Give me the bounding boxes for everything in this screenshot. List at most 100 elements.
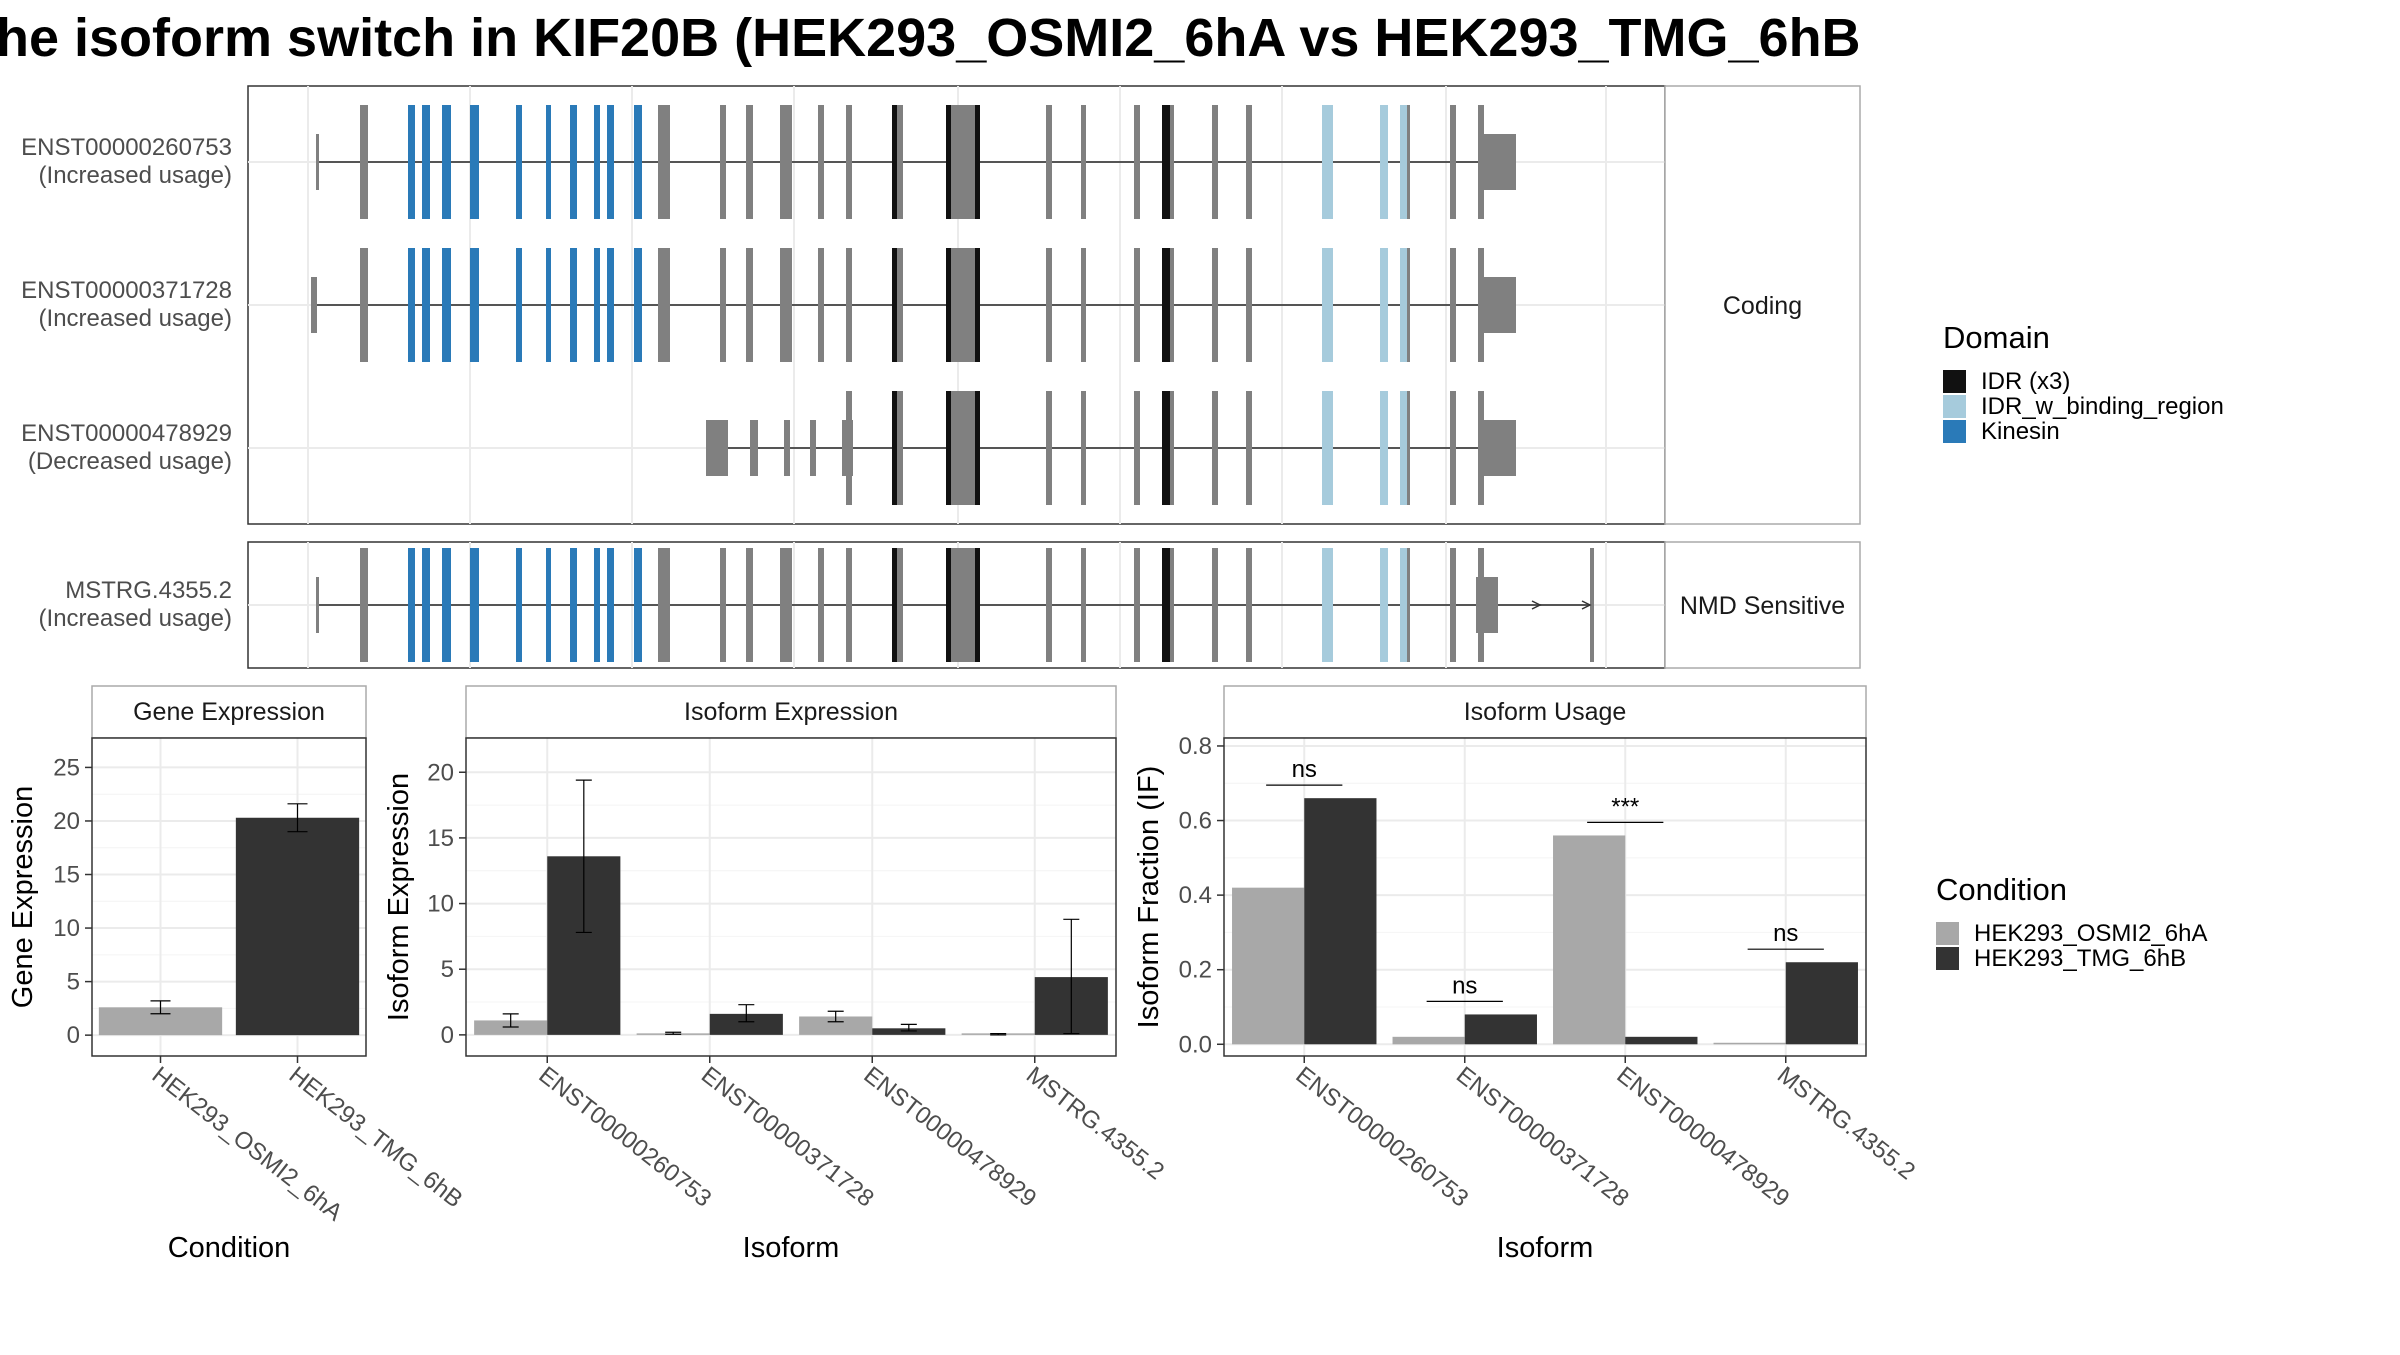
transcript-row: ENST00000371728(Increased usage) (21, 248, 1516, 362)
transcript-id: ENST00000260753 (21, 134, 232, 161)
error-bar (827, 1010, 844, 1023)
exon (1046, 391, 1052, 505)
significance-label: *** (1611, 793, 1639, 820)
domain-kinesin (594, 105, 600, 219)
domain-idr (1162, 105, 1170, 219)
exon (1407, 391, 1410, 505)
chart-title: Gene Expression (133, 698, 325, 726)
domain-legend: Domain IDR (x3)IDR_w_binding_regionKinesi… (1943, 320, 2224, 445)
exon (1450, 248, 1456, 362)
legend-label: HEK293_OSMI2_6hA (1974, 920, 2207, 947)
exon (897, 248, 903, 362)
domain-kinesin (546, 548, 551, 662)
legends: Domain IDR (x3)IDR_w_binding_regionKinesi… (1936, 320, 2224, 972)
y-axis-title: Isoform Expression (383, 773, 415, 1021)
exon (1484, 420, 1516, 476)
transcript-row: ENST00000478929(Decreased usage) (21, 391, 1516, 505)
domain-idr (1162, 248, 1170, 362)
chart-title: Isoform Expression (684, 698, 898, 726)
facet-strip (1664, 85, 1861, 525)
domain-idr_binding (1322, 548, 1333, 662)
y-tick-label: 10 (53, 915, 80, 942)
exon (1170, 548, 1174, 662)
exon (1170, 105, 1174, 219)
domain-idr_binding (1380, 548, 1388, 662)
transcript-usage: (Increased usage) (39, 305, 232, 332)
domain-kinesin (422, 105, 430, 219)
facet-strip-label: NMD Sensitive (1680, 592, 1845, 620)
plot-frame (465, 737, 1117, 1057)
domain-kinesin (422, 248, 430, 362)
bar-chart: Isoform Expression 0 5 10 15 20 ENST0000026075… (383, 685, 1169, 1264)
domain-kinesin (408, 105, 415, 219)
domain-kinesin (442, 105, 451, 219)
significance-annotation: ns (1426, 972, 1503, 1002)
exon (780, 548, 792, 662)
transcript-id: ENST00000371728 (21, 277, 232, 304)
exon (1407, 105, 1410, 219)
domain-idr (975, 391, 980, 505)
domain-idr (946, 391, 951, 505)
domain-kinesin (470, 548, 479, 662)
error-bar (287, 803, 308, 833)
exon (1170, 391, 1174, 505)
domain-idr_binding (1322, 248, 1333, 362)
y-tick-label: 0.2 (1179, 957, 1212, 984)
exon (780, 248, 792, 362)
y-tick-label: 20 (53, 808, 80, 835)
plot-frame (1223, 737, 1867, 1057)
bar (1464, 1014, 1537, 1045)
x-axis-title: Isoform (743, 1232, 840, 1264)
legend-key (1943, 370, 1966, 393)
domain-kinesin (634, 548, 642, 662)
exon (1134, 105, 1140, 219)
exon (1407, 248, 1410, 362)
error-bar (502, 1013, 519, 1028)
exon (1046, 105, 1052, 219)
x-tick-label: ENST00000371728 (696, 1061, 879, 1212)
bar (872, 1028, 946, 1035)
exon (1450, 391, 1456, 505)
y-tick-label: 0 (67, 1022, 80, 1049)
legend-label: IDR_w_binding_region (1981, 393, 2224, 420)
exon (1081, 548, 1086, 662)
exon (1484, 277, 1516, 333)
domain-kinesin (607, 548, 614, 662)
domain-idr (1162, 548, 1170, 662)
exon (846, 391, 852, 505)
transcript-usage: (Decreased usage) (28, 448, 232, 475)
domain-kinesin (470, 248, 479, 362)
plot-frame (91, 737, 367, 1057)
y-tick-label: 0 (441, 1022, 454, 1049)
exon (846, 548, 852, 662)
domain-kinesin (634, 248, 642, 362)
domain-idr (892, 248, 898, 362)
exon (746, 548, 753, 662)
domain-idr (892, 105, 898, 219)
facet-strip-label: Coding (1723, 292, 1802, 320)
exon (1478, 105, 1484, 219)
y-tick-label: 15 (427, 825, 454, 852)
y-tick-label: 15 (53, 862, 80, 889)
y-tick-label: 10 (427, 891, 454, 918)
bar-chart: Isoform Usage ns ns *** ns 0.0 0.2 0.4 0.6 0.8 ENS… (1133, 685, 1920, 1264)
domain-kinesin (594, 248, 600, 362)
bar (1713, 1042, 1786, 1045)
significance-label: ns (1773, 920, 1798, 947)
error-bar (1063, 918, 1080, 1035)
exon (1246, 248, 1252, 362)
exon (706, 420, 728, 476)
x-tick-label: ENST00000478929 (859, 1061, 1042, 1212)
exon (1170, 248, 1174, 362)
significance-label: ns (1452, 972, 1477, 999)
exon (360, 105, 368, 219)
exon (750, 420, 758, 476)
exon (951, 548, 977, 662)
legend-label: Kinesin (1981, 418, 2060, 445)
chart-strip (465, 685, 1117, 739)
exon (818, 548, 824, 662)
transcript-id: ENST00000478929 (21, 420, 232, 447)
